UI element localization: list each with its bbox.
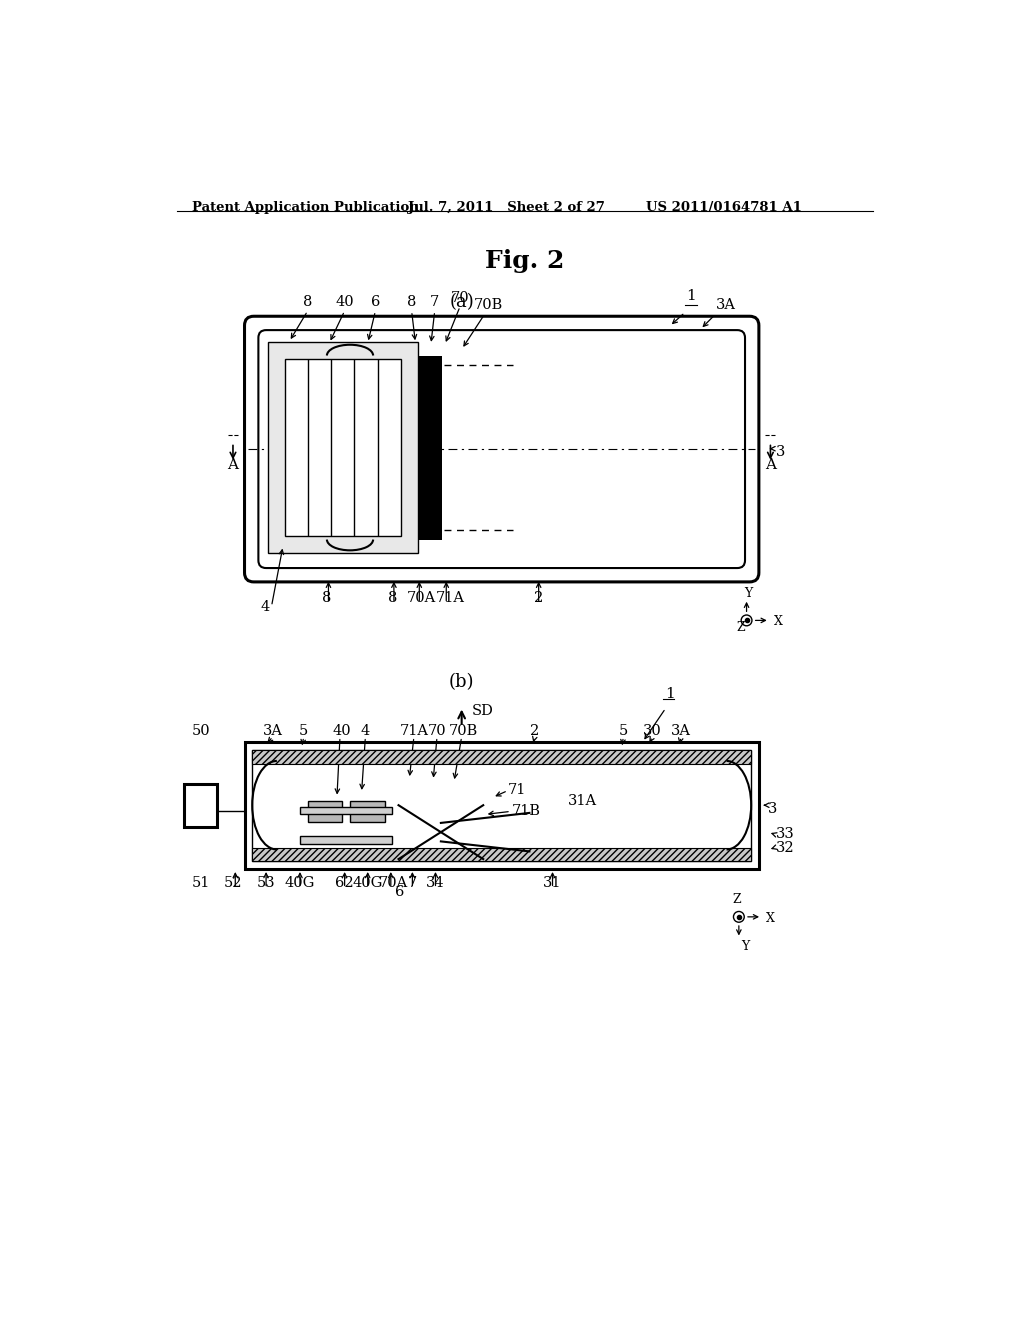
Text: 50: 50 (191, 725, 210, 738)
Bar (419, 355, 442, 540)
Text: 31: 31 (544, 876, 562, 890)
Text: 53: 53 (257, 876, 275, 890)
Bar (300, 807, 392, 814)
Text: 40G: 40G (285, 876, 315, 890)
Text: 70B: 70B (474, 298, 503, 313)
Text: X: X (773, 615, 782, 628)
Text: 3A: 3A (263, 725, 283, 738)
Text: X: X (766, 912, 775, 925)
Text: (a): (a) (450, 293, 474, 312)
Text: SD: SD (472, 705, 494, 718)
Text: 71A: 71A (399, 725, 428, 738)
Text: 6: 6 (395, 886, 404, 899)
Text: 7: 7 (430, 296, 439, 309)
Text: 1: 1 (665, 688, 675, 701)
Text: 62: 62 (335, 876, 354, 890)
Text: Z: Z (732, 894, 740, 906)
Text: 70B: 70B (449, 725, 478, 738)
Text: 8: 8 (323, 591, 332, 605)
Bar (252, 847, 752, 862)
Text: Patent Application Publication: Patent Application Publication (193, 201, 419, 214)
Text: 32: 32 (776, 841, 795, 854)
Text: 3A: 3A (671, 725, 691, 738)
Text: Fig. 2: Fig. 2 (485, 249, 564, 273)
Text: 3: 3 (776, 445, 785, 459)
Bar (252, 750, 752, 763)
Bar (245, 742, 759, 869)
Text: 8: 8 (388, 591, 397, 605)
Text: 6: 6 (371, 296, 380, 309)
Text: 40: 40 (333, 725, 351, 738)
Text: 71B: 71B (512, 804, 541, 818)
Text: Z: Z (736, 622, 744, 635)
Text: A: A (765, 458, 776, 471)
Text: 70: 70 (451, 290, 469, 305)
Text: 71A: 71A (435, 591, 465, 605)
Text: 51: 51 (191, 876, 210, 890)
Text: 4: 4 (261, 601, 270, 614)
Text: 8: 8 (407, 296, 417, 309)
Text: Y: Y (744, 587, 753, 601)
Text: 52: 52 (223, 876, 243, 890)
Bar (285, 359, 400, 536)
Text: 7: 7 (408, 876, 417, 890)
Text: 70A: 70A (379, 876, 408, 890)
Bar (184, 784, 217, 826)
Bar (267, 342, 418, 553)
Text: (b): (b) (449, 673, 474, 690)
Text: US 2011/0164781 A1: US 2011/0164781 A1 (646, 201, 803, 214)
Text: 4: 4 (360, 725, 370, 738)
Text: 5: 5 (618, 725, 628, 738)
Text: 5: 5 (299, 725, 308, 738)
FancyBboxPatch shape (258, 330, 745, 568)
Text: 40: 40 (335, 296, 354, 309)
Text: 3A: 3A (716, 298, 736, 313)
FancyBboxPatch shape (245, 317, 759, 582)
Text: 40G: 40G (352, 876, 383, 890)
Text: 30: 30 (643, 725, 662, 738)
Text: 3: 3 (768, 803, 777, 816)
Text: A: A (227, 458, 239, 471)
Text: 2: 2 (535, 591, 544, 605)
Text: 71: 71 (508, 783, 526, 797)
Text: 33: 33 (776, 828, 795, 841)
Text: 34: 34 (426, 876, 444, 890)
Text: 2: 2 (530, 725, 540, 738)
Text: 8: 8 (303, 296, 312, 309)
Text: 1: 1 (686, 289, 696, 304)
Bar (300, 836, 392, 843)
Bar (252, 750, 752, 862)
Text: Jul. 7, 2011   Sheet 2 of 27: Jul. 7, 2011 Sheet 2 of 27 (408, 201, 604, 214)
Bar (307, 800, 342, 822)
Text: 70: 70 (428, 725, 446, 738)
Text: Y: Y (741, 940, 750, 953)
Bar (350, 800, 385, 822)
Text: 31A: 31A (568, 795, 597, 808)
Text: 70A: 70A (407, 591, 436, 605)
